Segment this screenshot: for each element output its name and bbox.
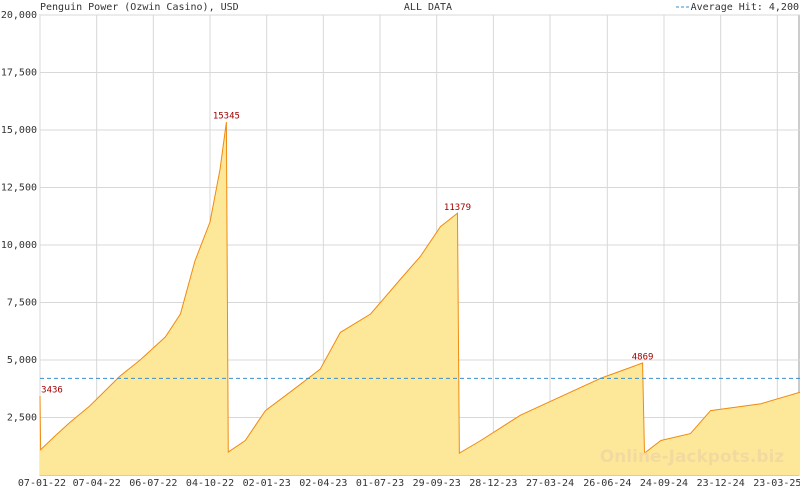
- x-tick-label: 23-12-24: [697, 478, 745, 489]
- x-tick-label: 26-06-24: [583, 478, 631, 489]
- x-tick-label: 06-07-22: [129, 478, 177, 489]
- x-tick-label: 27-03-24: [526, 478, 574, 489]
- y-tick-label: 5,000: [7, 355, 37, 366]
- annotation: 11379: [444, 203, 471, 213]
- x-tick-label: 02-04-23: [299, 478, 347, 489]
- watermark: Online-Jackpots.biz: [600, 447, 785, 467]
- x-tick-label: 29-09-23: [413, 478, 461, 489]
- x-tick-label: 24-09-24: [640, 478, 688, 489]
- line: [39, 121, 800, 455]
- x-tick-label: 02-01-23: [243, 478, 291, 489]
- x-tick-label: 28-12-23: [469, 478, 517, 489]
- x-tick-label: 04-10-22: [186, 478, 234, 489]
- y-tick-label: 2,500: [7, 413, 37, 424]
- legend-label: Average Hit: 4,200: [691, 2, 799, 13]
- y-tick-label: 10,000: [1, 240, 37, 251]
- y-tick-label: 12,500: [1, 183, 37, 194]
- chart-title: Penguin Power (Ozwin Casino), USD: [40, 2, 239, 13]
- y-tick-label: 17,500: [1, 68, 37, 79]
- area: [40, 122, 800, 475]
- annotation: 4869: [632, 353, 654, 363]
- y-tick-label: 7,500: [7, 298, 37, 309]
- chart-subtitle: ALL DATA: [404, 2, 452, 13]
- x-tick-label: 07-01-22: [18, 478, 66, 489]
- x-tick-label: 23-03-25: [753, 478, 800, 489]
- annotation: 3436: [41, 385, 63, 395]
- y-tick-label: 15,000: [1, 125, 37, 136]
- x-tick-label: 01-07-23: [356, 478, 404, 489]
- y-tick-label: 20,000: [1, 10, 37, 21]
- annotation: 15345: [213, 112, 240, 122]
- x-tick-label: 07-04-22: [73, 478, 121, 489]
